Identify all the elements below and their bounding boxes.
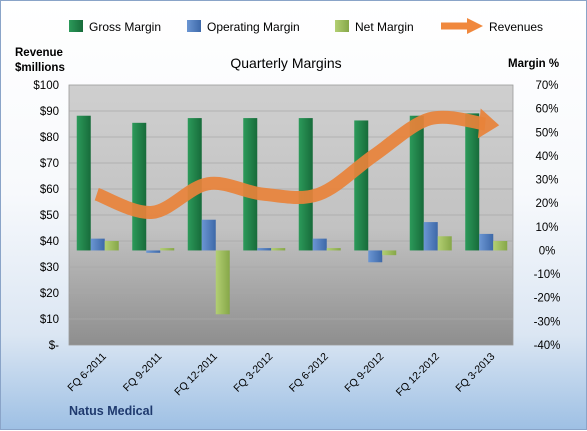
bar-gross-margin — [465, 113, 479, 250]
bar-net-margin — [493, 241, 507, 250]
legend-swatch-operating-margin — [187, 20, 201, 32]
category-label: FQ 3-2012 — [231, 351, 275, 395]
right-tick-label: 0% — [539, 245, 556, 257]
right-axis-ticks: -40% -30% -20% -10% 0% 10% 20% 30% 40% 50% 60% 70% — [534, 80, 561, 352]
bar-operating-margin — [479, 234, 493, 251]
bar-operating-margin — [202, 220, 216, 251]
right-tick-label: 70% — [535, 80, 558, 92]
right-tick-label: 60% — [535, 104, 558, 116]
right-tick-label: -40% — [534, 340, 561, 352]
category-label: FQ 12-2012 — [394, 351, 442, 399]
right-tick-label: 40% — [535, 151, 558, 163]
left-tick-label: $50 — [40, 210, 59, 222]
category-label: FQ 6-2011 — [65, 351, 109, 395]
legend-label-operating-margin: Operating Margin — [207, 20, 300, 34]
bar-net-margin — [160, 248, 174, 250]
right-axis-title: Margin % — [508, 58, 559, 70]
bar-net-margin — [438, 236, 452, 250]
bar-operating-margin — [313, 239, 327, 251]
company-label: Natus Medical — [69, 404, 153, 418]
chart-title: Quarterly Margins — [230, 55, 341, 71]
bar-gross-margin — [299, 118, 313, 250]
left-tick-label: $30 — [40, 262, 59, 274]
legend-label-net-margin: Net Margin — [355, 20, 414, 34]
bar-gross-margin — [77, 116, 91, 251]
bar-net-margin — [216, 250, 230, 314]
category-label: FQ 9-2011 — [121, 351, 165, 395]
legend-label-gross-margin: Gross Margin — [89, 20, 161, 34]
left-tick-label: $70 — [40, 158, 59, 170]
legend: Gross Margin Operating Margin Net Margin… — [69, 18, 543, 34]
left-tick-label: $10 — [40, 314, 59, 326]
bar-operating-margin — [368, 250, 382, 262]
bar-gross-margin — [132, 123, 146, 251]
bar-net-margin — [382, 250, 396, 255]
left-tick-label: $- — [49, 340, 59, 352]
left-tick-label: $100 — [33, 80, 59, 92]
bar-operating-margin — [91, 239, 105, 251]
left-tick-label: $20 — [40, 288, 59, 300]
legend-swatch-net-margin — [335, 20, 349, 32]
right-tick-label: -10% — [534, 269, 561, 281]
legend-revenues-arrowhead — [467, 18, 483, 34]
right-tick-label: 20% — [535, 198, 558, 210]
left-tick-label: $80 — [40, 132, 59, 144]
legend-swatch-gross-margin — [69, 20, 83, 32]
bar-net-margin — [327, 248, 341, 250]
bar-gross-margin — [354, 120, 368, 250]
bar-net-margin — [271, 248, 285, 250]
bar-operating-margin — [424, 222, 438, 250]
bar-operating-margin — [257, 248, 271, 250]
right-tick-label: 50% — [535, 127, 558, 139]
right-tick-label: 30% — [535, 175, 558, 187]
category-label: FQ 9-2012 — [342, 351, 386, 395]
category-label: FQ 12-2011 — [172, 351, 220, 399]
bar-net-margin — [105, 241, 119, 250]
left-axis-title-line1: Revenue — [15, 47, 63, 59]
right-tick-label: -20% — [534, 293, 561, 305]
category-label: FQ 3-2013 — [453, 351, 497, 395]
right-tick-label: -30% — [534, 316, 561, 328]
left-tick-label: $90 — [40, 106, 59, 118]
left-axis-title-line2: $millions — [15, 62, 65, 74]
left-tick-label: $40 — [40, 236, 59, 248]
right-tick-label: 10% — [535, 222, 558, 234]
bar-gross-margin — [410, 116, 424, 251]
left-tick-label: $60 — [40, 184, 59, 196]
legend-label-revenues: Revenues — [489, 20, 543, 34]
bar-operating-margin — [146, 250, 160, 252]
left-axis-ticks: $- $10 $20 $30 $40 $50 $60 $70 $80 $90 $100 — [33, 80, 59, 352]
category-label: FQ 6-2012 — [287, 351, 331, 395]
